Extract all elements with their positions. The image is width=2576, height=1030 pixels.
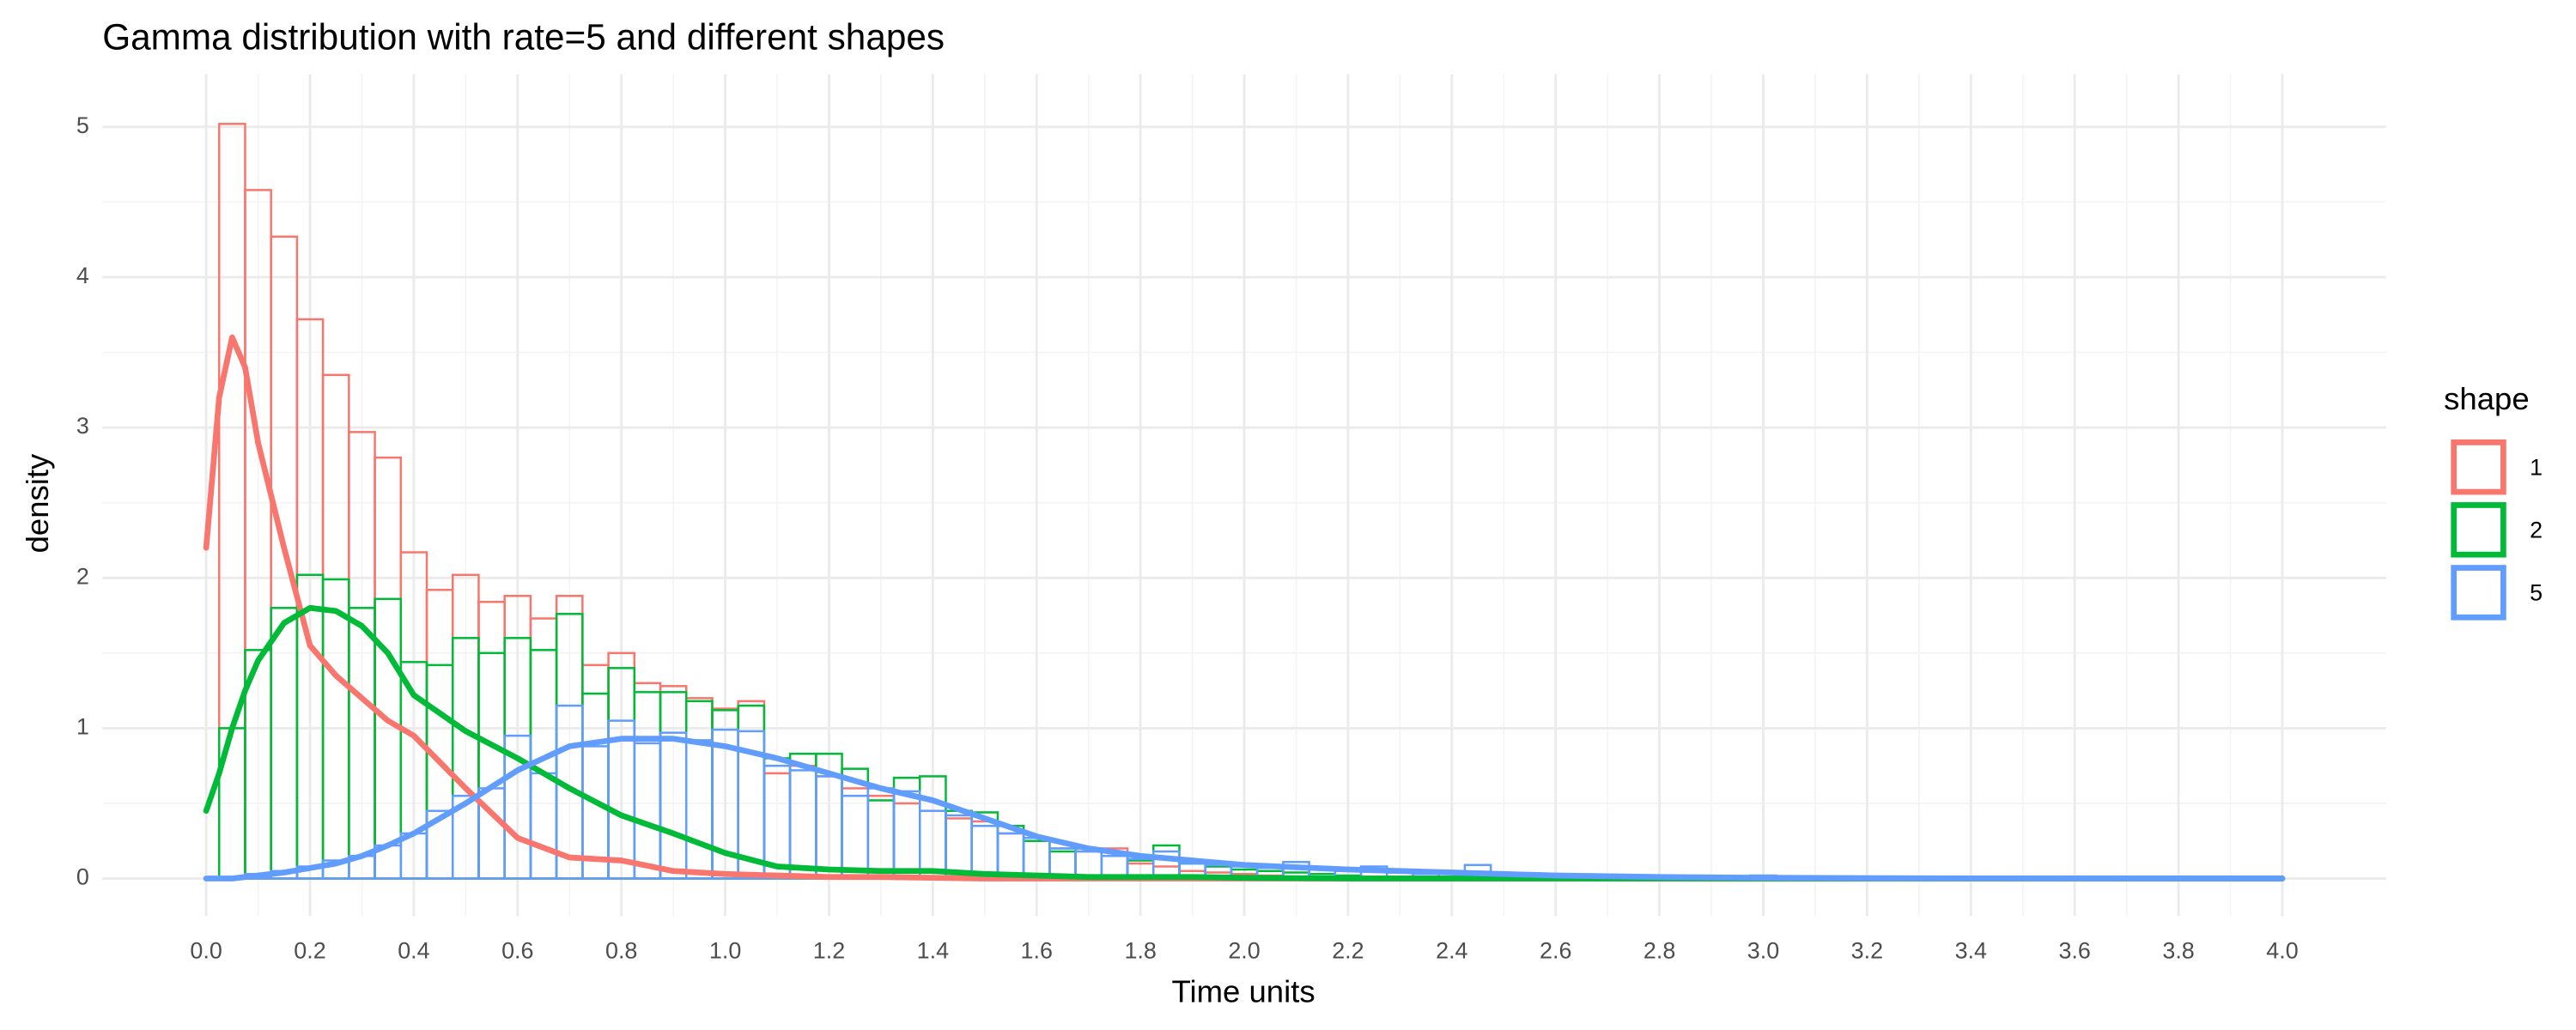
x-tick-label: 1.8 [1124,938,1156,964]
legend: shape 1 2 5 [2444,381,2543,621]
x-tick-label: 2.6 [1540,938,1571,964]
x-tick-label: 2.2 [1332,938,1364,964]
x-tick-label: 0.6 [501,938,533,964]
y-tick-label: 2 [76,563,89,589]
x-tick-label: 2.4 [1436,938,1467,964]
x-tick-label: 3.0 [1747,938,1779,964]
x-axis-label: Time units [1172,973,1315,1009]
legend-key [2451,439,2506,495]
y-axis-label: density [20,453,55,553]
x-tick-label: 1.0 [709,938,741,964]
x-tick-label: 3.6 [2058,938,2090,964]
x-tick-label: 3.8 [2162,938,2194,964]
x-tick-label: 4.0 [2266,938,2298,964]
x-tick-label: 0.4 [398,938,429,964]
x-tick-label: 0.2 [294,938,325,964]
x-tick-label: 0.0 [190,938,222,964]
x-tick-label: 3.4 [1955,938,1987,964]
chart-title: Gamma distribution with rate=5 and diffe… [102,16,945,57]
density-curve [203,736,2286,882]
x-tick-label: 2.0 [1228,938,1260,964]
legend-key [2451,565,2506,621]
x-tick-label: 0.8 [605,938,637,964]
legend-label: 5 [2530,579,2543,605]
x-tick-label: 1.4 [917,938,949,964]
y-tick-label: 3 [76,413,89,439]
y-tick-label: 5 [76,112,89,138]
y-tick-label: 0 [76,864,89,890]
x-tick-label: 1.2 [813,938,845,964]
y-tick-label: 1 [76,713,89,739]
legend-title: shape [2444,381,2530,416]
x-tick-label: 2.8 [1643,938,1675,964]
x-tick-label: 1.6 [1021,938,1053,964]
plot-area [203,123,2286,882]
legend-label: 1 [2530,454,2543,480]
legend-key [2451,502,2506,558]
legend-label: 2 [2530,517,2543,542]
y-tick-label: 4 [76,263,89,288]
density-curve [203,604,2286,882]
x-tick-label: 3.2 [1851,938,1883,964]
